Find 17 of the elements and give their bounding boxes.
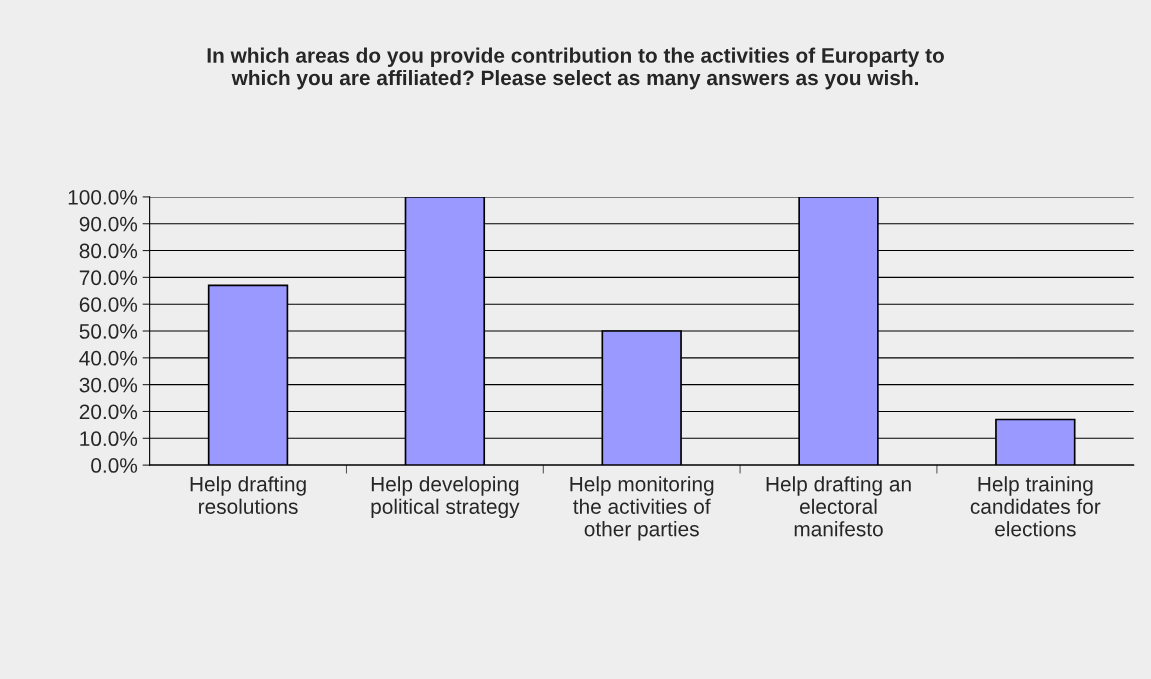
y-tick-label: 50.0% — [79, 324, 138, 339]
y-tick-label: 60.0% — [79, 297, 138, 312]
y-tick-label: 80.0% — [79, 243, 138, 259]
x-tick-label: Help training candidates for elections — [970, 476, 1101, 537]
y-tick-label: 30.0% — [79, 377, 138, 393]
y-tick-label: 90.0% — [79, 216, 138, 232]
y-tick-label: 40.0% — [79, 350, 138, 366]
y-tick-label: 20.0% — [79, 404, 138, 420]
y-tick-label: 10.0% — [80, 431, 138, 447]
x-tick-label: Help monitoring the activities of other parties — [570, 476, 714, 541]
x-tick-label: Help drafting resolutions — [190, 476, 306, 514]
y-tick-label: 70.0% — [79, 270, 138, 286]
x-tick-label: Help drafting an electoral manifesto — [766, 476, 911, 537]
y-tick-label: 0.0% — [91, 458, 138, 473]
chart-title: In which areas do you provide contribution to the activities of Europarty to which you are affiliated? Please select as many answers as you wish. — [207, 47, 944, 90]
y-tick-label: 100.0% — [68, 189, 138, 205]
x-tick-label: Help developing political strategy — [371, 476, 520, 519]
